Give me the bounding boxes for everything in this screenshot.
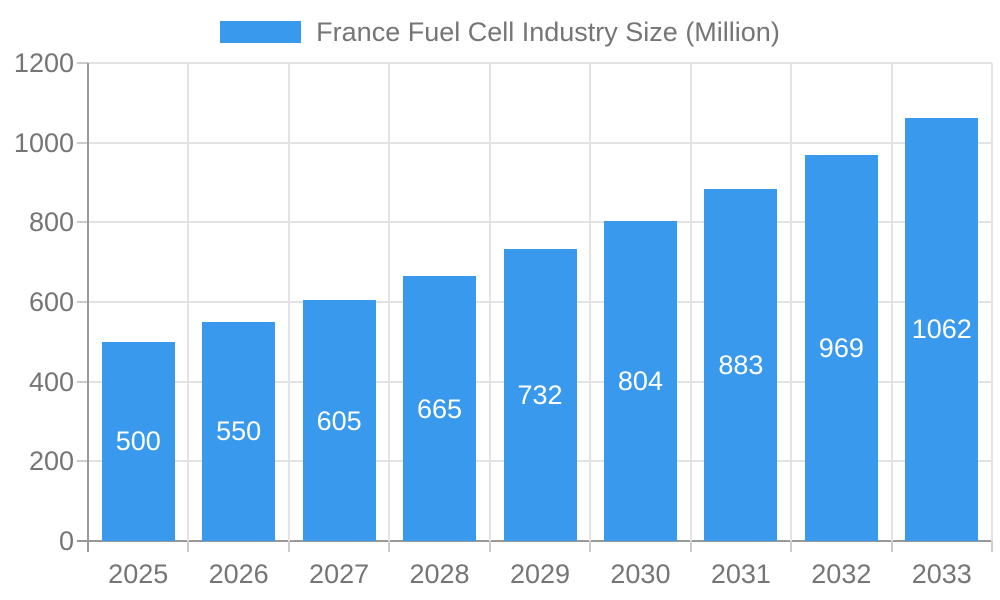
x-gridline xyxy=(287,63,290,541)
x-gridline xyxy=(790,63,793,541)
y-tick-mark xyxy=(77,62,88,64)
y-tick-label: 1000 xyxy=(13,127,74,158)
legend-swatch-icon xyxy=(220,21,302,43)
bar[interactable] xyxy=(202,321,276,541)
y-tick-mark xyxy=(77,301,88,303)
bar-value-label: 969 xyxy=(818,333,864,363)
x-gridline xyxy=(488,63,491,541)
x-tick-mark xyxy=(187,541,190,552)
x-gridline xyxy=(890,63,893,541)
x-tick-label: 2025 xyxy=(108,559,169,589)
bar-value-label: 605 xyxy=(316,405,362,436)
x-tick-mark xyxy=(388,541,391,552)
bar[interactable] xyxy=(603,220,677,541)
x-tick-label: 2028 xyxy=(409,559,470,589)
bar-value-label: 550 xyxy=(216,416,262,447)
x-tick-mark xyxy=(890,541,893,552)
y-gridline xyxy=(88,62,992,64)
x-gridline xyxy=(991,63,993,541)
y-axis-line xyxy=(87,63,89,552)
y-tick-label: 400 xyxy=(28,366,74,397)
x-tick-label: 2027 xyxy=(309,559,370,589)
legend-label: France Fuel Cell Industry Size (Million) xyxy=(316,17,780,47)
bar[interactable] xyxy=(905,117,979,541)
bar-value-label: 1062 xyxy=(911,314,972,345)
x-axis-baseline xyxy=(77,540,992,542)
bar[interactable] xyxy=(302,300,376,541)
x-tick-mark xyxy=(790,541,793,552)
bar[interactable] xyxy=(503,249,577,541)
x-gridline xyxy=(388,63,391,541)
x-tick-mark xyxy=(689,541,692,552)
x-tick-label: 2031 xyxy=(710,559,771,589)
x-tick-label: 2026 xyxy=(208,559,269,589)
y-tick-label: 0 xyxy=(58,526,74,556)
x-gridline xyxy=(589,63,592,541)
x-tick-mark xyxy=(488,541,491,552)
y-tick-mark xyxy=(77,380,88,383)
bar-value-label: 665 xyxy=(417,393,463,424)
y-tick-mark xyxy=(77,221,88,224)
bar[interactable] xyxy=(704,189,778,541)
x-tick-mark xyxy=(287,541,290,552)
x-tick-label: 2029 xyxy=(509,559,571,589)
bar-value-label: 500 xyxy=(115,426,161,457)
bar-value-label: 804 xyxy=(617,365,663,396)
y-tick-label: 200 xyxy=(28,446,74,477)
y-tick-label: 600 xyxy=(28,287,74,317)
bar-value-label: 732 xyxy=(517,380,563,411)
y-gridline xyxy=(88,141,992,144)
x-tick-mark xyxy=(991,541,993,552)
x-tick-label: 2030 xyxy=(610,559,671,589)
x-tick-label: 2033 xyxy=(911,559,972,589)
x-tick-mark xyxy=(589,541,592,552)
y-gridline xyxy=(88,221,992,224)
y-tick-mark xyxy=(77,141,88,144)
x-gridline xyxy=(187,63,190,541)
bar-value-label: 883 xyxy=(718,350,764,381)
bar[interactable] xyxy=(403,276,477,541)
y-tick-mark xyxy=(77,460,88,463)
bar[interactable] xyxy=(101,341,175,541)
y-tick-label: 1200 xyxy=(13,48,74,78)
bar[interactable] xyxy=(804,155,878,541)
legend[interactable]: France Fuel Cell Industry Size (Million) xyxy=(0,17,1000,47)
x-tick-label: 2032 xyxy=(811,559,872,589)
x-gridline xyxy=(689,63,692,541)
y-tick-label: 800 xyxy=(28,207,74,238)
